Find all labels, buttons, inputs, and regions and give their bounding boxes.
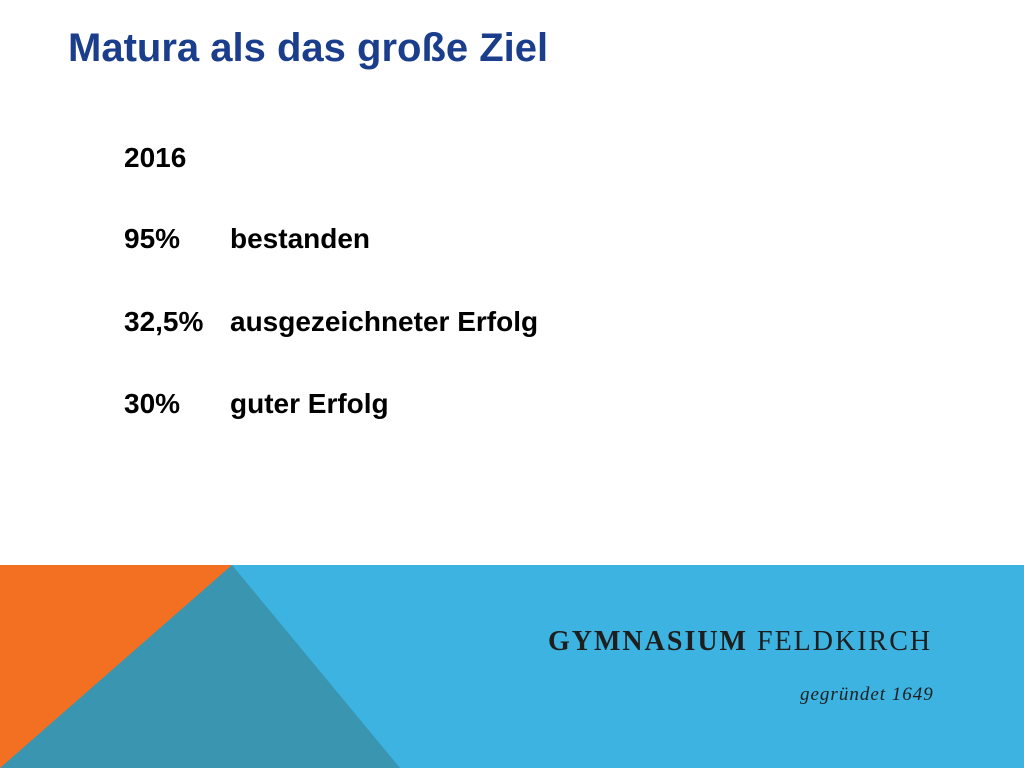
result-percent: 95% [124,223,181,254]
school-name-part2: FELDKIRCH [757,626,933,657]
school-name-logo: GYMNASIUM FELDKIRCH [548,626,932,658]
result-row: 95% bestanden [124,225,370,253]
footer-orange-triangle [0,565,232,768]
footer-banner [0,565,1024,768]
result-row: 32,5% ausgezeichneter Erfolg [124,308,538,336]
result-percent: 30% [124,388,181,419]
result-label: bestanden [230,223,371,254]
founded-tagline: gegründet 1649 [800,684,934,705]
result-percent: 32,5% [124,306,204,337]
result-row: 30% guter Erfolg [124,390,389,418]
year-label: 2016 [124,142,187,173]
result-label: ausgezeichneter Erfolg [230,306,539,337]
slide-title: Matura als das große Ziel [68,26,549,70]
footer-shapes [0,565,1024,768]
result-label: guter Erfolg [230,388,389,419]
school-name-part1: GYMNASIUM [548,626,748,657]
